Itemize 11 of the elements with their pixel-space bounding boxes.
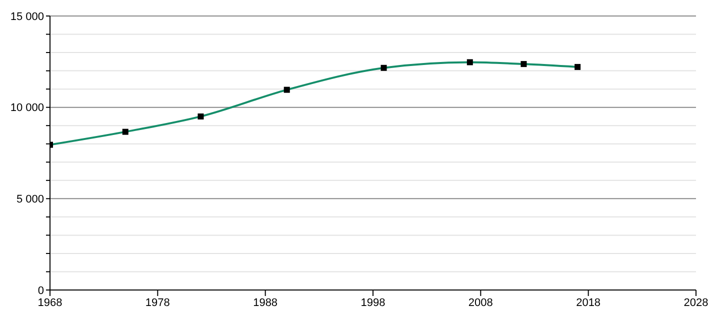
- x-tick-label: 1988: [253, 296, 278, 309]
- x-tick-label: 2008: [468, 296, 493, 309]
- x-tick-label: 1978: [145, 296, 170, 309]
- y-tick-label: 15 000: [10, 10, 44, 23]
- x-tick-label: 2018: [576, 296, 601, 309]
- y-tick-label: 5 000: [16, 194, 44, 206]
- x-tick-label: 2028: [684, 296, 708, 309]
- y-tick-label: 0: [38, 284, 44, 297]
- x-tick-label: 1968: [38, 296, 62, 309]
- y-tick-label: 10 000: [10, 102, 44, 114]
- x-tick-label: 1998: [360, 296, 386, 309]
